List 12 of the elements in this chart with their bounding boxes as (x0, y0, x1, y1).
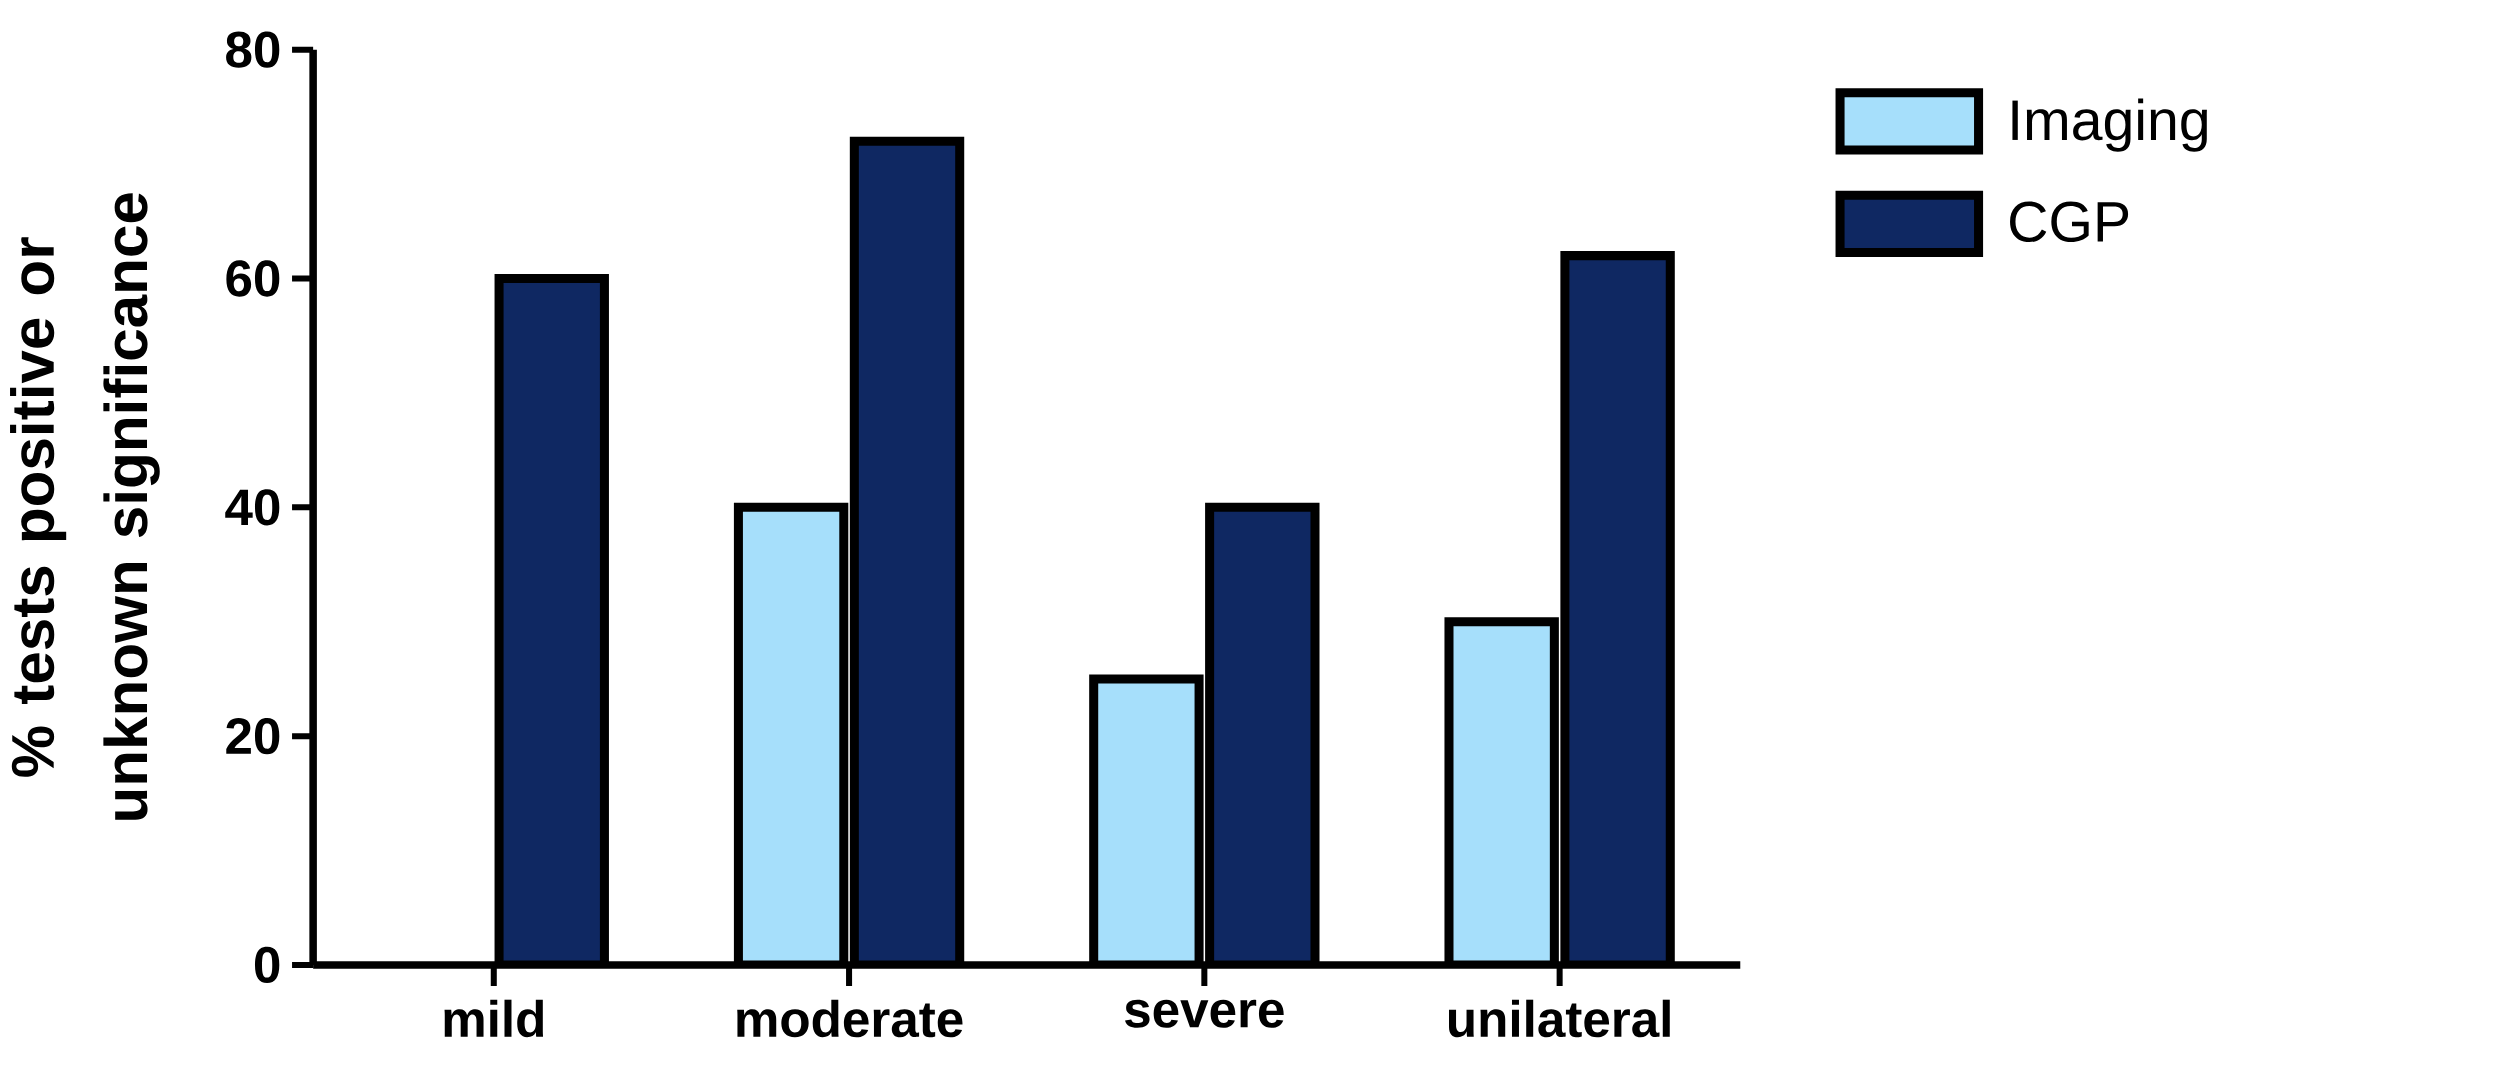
x-tick-label: unilateral (1449, 999, 1670, 1038)
x-tick-label: severe (1125, 999, 1284, 1028)
legend-label: Imaging (2012, 98, 2207, 152)
x-tick-label: moderate (737, 999, 963, 1038)
y-tick-label: 60 (226, 260, 280, 297)
y-tick-label: 40 (225, 489, 280, 526)
y-axis-title: % tests positive or unknown significance (10, 193, 160, 820)
y-tick-label: 0 (254, 946, 280, 984)
y-tick-label: 80 (226, 31, 280, 68)
x-tick-label: mild (444, 999, 544, 1038)
legend-label: CGP (2010, 201, 2129, 243)
y-tick-label: 20 (226, 718, 280, 755)
